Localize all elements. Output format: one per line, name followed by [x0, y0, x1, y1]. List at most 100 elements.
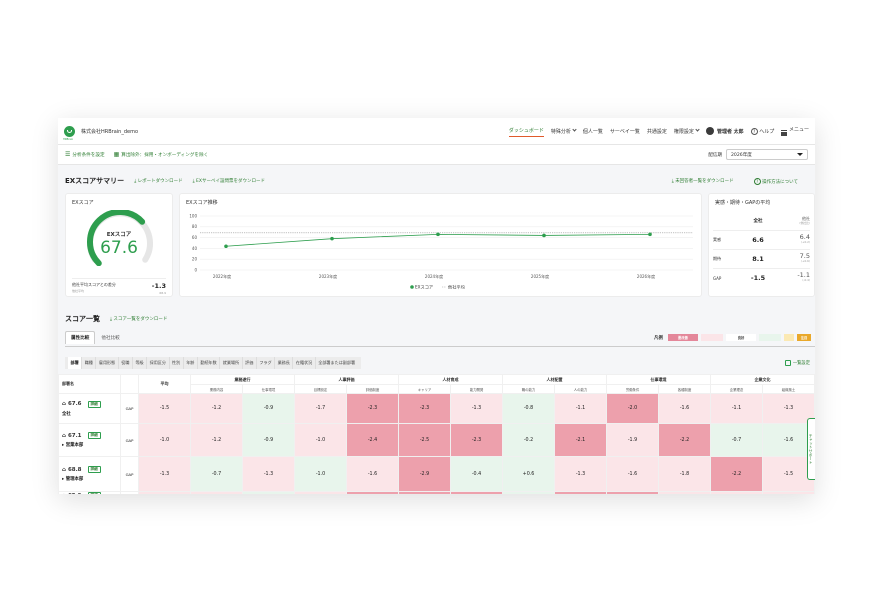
score-cell[interactable]: -2.2: [658, 423, 711, 457]
filter-chip[interactable]: 採用区分: [147, 357, 170, 369]
score-cell[interactable]: [346, 491, 399, 494]
nav-surveys[interactable]: サーベイ一覧: [609, 128, 640, 135]
score-cell[interactable]: [554, 491, 607, 494]
score-cell[interactable]: -1.3: [138, 456, 191, 492]
detail-button[interactable]: 詳細: [87, 492, 101, 494]
detail-button[interactable]: 詳細: [87, 400, 101, 408]
caret-right-icon[interactable]: ▸: [62, 443, 66, 448]
score-cell[interactable]: [450, 491, 503, 494]
score-cell[interactable]: -0.8: [502, 393, 555, 424]
caret-right-icon[interactable]: ▸: [62, 477, 66, 482]
user-menu[interactable]: 管理者 太郎: [705, 127, 744, 135]
score-cell[interactable]: -1.0: [294, 423, 347, 457]
score-cell[interactable]: [294, 491, 347, 494]
filter-chip[interactable]: フラグ: [257, 357, 276, 369]
score-cell[interactable]: -1.6: [658, 393, 711, 424]
tab-attribute-compare[interactable]: 属性比較: [65, 331, 96, 344]
filter-chip[interactable]: 雇用形態: [96, 357, 119, 369]
score-cell[interactable]: -1.3: [242, 456, 295, 492]
score-cell[interactable]: -2.4: [346, 423, 399, 457]
score-cell[interactable]: -0.7: [710, 423, 763, 457]
score-cell[interactable]: -1.6: [762, 423, 815, 457]
survey-download-link[interactable]: ⤓ EXサーベイ設問票をダウンロード: [192, 179, 265, 184]
score-cell[interactable]: -1.5: [138, 393, 191, 424]
score-cell[interactable]: [398, 491, 451, 494]
score-cell[interactable]: -0.4: [450, 456, 503, 492]
score-cell[interactable]: -1.0: [294, 456, 347, 492]
filter-chip[interactable]: 全部署または副部署: [318, 360, 356, 365]
menu-button[interactable]: メニュー: [781, 126, 809, 136]
tab-other-compare[interactable]: 他社比較: [101, 335, 120, 341]
score-cell[interactable]: -1.6: [606, 456, 659, 492]
nav-dashboard[interactable]: ダッシュボード: [508, 127, 544, 137]
help-link[interactable]: ? ヘルプ: [750, 127, 774, 135]
score-cell[interactable]: [190, 491, 243, 494]
score-cell[interactable]: -1.3: [554, 456, 607, 492]
nav-common-settings[interactable]: 共通設定: [646, 128, 667, 135]
score-cell[interactable]: -2.1: [554, 423, 607, 457]
score-cell[interactable]: -1.6: [346, 456, 399, 492]
score-cell[interactable]: [138, 491, 191, 494]
detail-button[interactable]: 詳細: [87, 466, 101, 473]
score-cell[interactable]: -0.9: [242, 423, 295, 457]
score-cell[interactable]: -1.0: [138, 423, 191, 457]
nav-permissions[interactable]: 権限設定: [674, 126, 700, 135]
score-cell[interactable]: +0.6: [502, 456, 555, 492]
filter-chip[interactable]: 職種: [82, 357, 97, 369]
detail-button[interactable]: 詳細: [87, 432, 101, 439]
score-cell[interactable]: -1.7: [294, 393, 347, 424]
filter-chip[interactable]: 等級: [133, 357, 148, 369]
filter-chip[interactable]: 性別: [170, 357, 184, 369]
score-cell[interactable]: [502, 491, 555, 494]
score-cell[interactable]: -1.3: [762, 393, 815, 424]
score-cell[interactable]: -1.5: [762, 456, 815, 492]
score-cell[interactable]: [658, 491, 711, 494]
howto-label: 操作方法について: [762, 179, 798, 185]
report-download-link[interactable]: ⤓ レポートダウンロード: [134, 179, 183, 184]
chat-support-button[interactable]: チャットサポート: [807, 418, 815, 480]
filter-chip[interactable]: 役職: [119, 357, 133, 369]
period-select[interactable]: 2026年度: [726, 149, 808, 160]
filter-chip[interactable]: 評価: [243, 357, 257, 369]
score-cell[interactable]: [710, 491, 763, 494]
score-cell[interactable]: [606, 491, 659, 494]
score-cell[interactable]: -0.7: [190, 456, 243, 492]
brand-logo-icon[interactable]: [64, 125, 75, 137]
nav-special-analysis[interactable]: 特殊分析: [551, 126, 577, 135]
score-cell[interactable]: -2.2: [710, 456, 763, 492]
filter-chip[interactable]: 在籍状況: [293, 357, 316, 369]
filter-chip[interactable]: 業務長: [275, 357, 294, 369]
score-cell[interactable]: -2.0: [606, 393, 659, 424]
set-condition-link[interactable]: ☰ 分析条件を設定: [65, 151, 105, 158]
score-cell[interactable]: -1.1: [554, 393, 607, 424]
score-cell[interactable]: -1.1: [710, 393, 763, 424]
howto-link[interactable]: ? 操作方法について: [753, 177, 798, 185]
list-settings-button[interactable]: 一覧設定: [784, 360, 810, 366]
filter-chip[interactable]: 就業場所: [220, 357, 243, 369]
gap-table-header: 全社 他社 (他社比): [713, 211, 811, 230]
nav-individuals[interactable]: 個人一覧: [582, 128, 603, 135]
exclude-link[interactable]: ▦ 算出除外：採用・オンボーディングを除く: [114, 151, 209, 158]
score-cell[interactable]: -2.9: [398, 456, 451, 492]
score-cell[interactable]: -0.9: [242, 393, 295, 424]
score-cell[interactable]: [242, 491, 295, 494]
score-cell[interactable]: -1.2: [190, 393, 243, 424]
score-cell[interactable]: -2.5: [398, 423, 451, 457]
unanswered-download-link[interactable]: ⤓ 未回答者一覧をダウンロード: [671, 178, 734, 184]
score-cell[interactable]: -1.8: [658, 456, 711, 492]
score-list-download-link[interactable]: ⤓ スコア一覧をダウンロード: [110, 317, 168, 322]
filter-chip[interactable]: 年齢: [184, 357, 198, 369]
filter-chip[interactable]: 部署: [68, 357, 83, 369]
score-cell[interactable]: -1.3: [450, 393, 503, 424]
score-cell[interactable]: -0.2: [502, 423, 555, 457]
score-cell[interactable]: -1.9: [606, 423, 659, 457]
score-cell[interactable]: -2.3: [346, 393, 399, 424]
x-tick-label: 2024年度: [425, 273, 443, 279]
score-cell[interactable]: -1.2: [190, 423, 243, 457]
y-tick-label: 40: [192, 246, 198, 251]
score-cell[interactable]: [762, 491, 815, 494]
filter-chip[interactable]: 勤続年数: [198, 357, 221, 369]
score-cell[interactable]: -2.3: [398, 393, 451, 424]
data-point: [330, 236, 334, 241]
score-cell[interactable]: -2.3: [450, 423, 503, 457]
